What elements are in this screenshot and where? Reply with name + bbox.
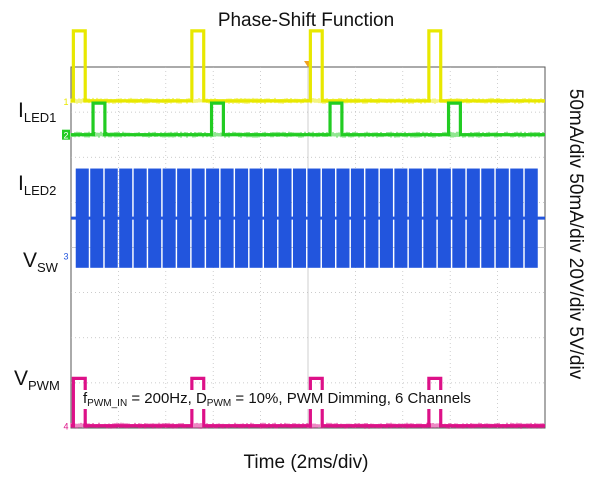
switching-burst — [119, 168, 133, 268]
switching-burst — [452, 168, 466, 268]
series-label-vsw: VSW — [23, 249, 58, 275]
marker-box — [62, 95, 70, 106]
channel-marker-3: 3 — [62, 250, 70, 261]
switching-burst — [379, 168, 393, 268]
switching-burst — [104, 168, 118, 268]
test-conditions-annotation: fPWM_IN = 200Hz, DPWM = 10%, PWM Dimming… — [81, 390, 473, 409]
series-label-iled1: ILED1 — [18, 99, 57, 125]
switching-burst — [437, 168, 451, 268]
switching-burst — [220, 168, 234, 268]
marker-text: 3 — [63, 251, 68, 261]
switching-burst — [481, 168, 495, 268]
marker-box — [62, 420, 70, 431]
marker-box — [62, 129, 70, 140]
switching-burst — [466, 168, 480, 268]
switching-burst — [292, 168, 307, 268]
marker-text: 1 — [63, 97, 68, 107]
switching-burst — [423, 168, 437, 268]
channel-marker-1: 1 — [62, 95, 70, 107]
switching-burst — [249, 168, 263, 268]
trace-noise — [70, 97, 544, 104]
series-led2 — [70, 101, 545, 138]
switching-burst — [191, 168, 205, 268]
switching-burst — [75, 168, 89, 268]
series-label-vpwm: VPWM — [14, 367, 60, 393]
switching-burst — [524, 168, 538, 268]
switching-burst — [365, 168, 379, 268]
switching-burst — [162, 168, 176, 268]
x-axis-label: Time (2ms/div) — [243, 452, 369, 473]
marker-box — [62, 250, 70, 261]
switching-burst — [408, 168, 422, 268]
switching-burst — [235, 168, 249, 268]
marker-text: 4 — [63, 422, 68, 432]
switching-burst — [264, 168, 278, 268]
switching-burst — [350, 168, 364, 268]
switching-burst — [495, 168, 509, 268]
switching-burst — [148, 168, 162, 268]
series-led1 — [70, 29, 545, 104]
switching-burst — [133, 168, 147, 268]
switching-burst — [336, 168, 350, 268]
switching-burst — [90, 168, 104, 268]
chart-title: Phase-Shift Function — [217, 10, 395, 31]
switching-burst — [206, 168, 220, 268]
switching-burst — [177, 168, 191, 268]
switching-burst — [394, 168, 408, 268]
switching-burst — [510, 168, 524, 268]
channel-marker-4: 4 — [62, 420, 70, 432]
vertical-scale-label: 50mA/div 50mA/div 20V/div 5V/div — [565, 88, 586, 380]
series-sw — [71, 168, 545, 268]
trace-noise — [70, 131, 544, 138]
series-pwm — [70, 376, 545, 429]
channel-markers: 1 2 3 4 — [62, 95, 70, 432]
switching-burst — [307, 168, 321, 268]
marker-text: 2 — [63, 131, 68, 141]
scope-traces — [70, 29, 545, 429]
switching-burst — [278, 168, 292, 268]
channel-marker-2: 2 — [62, 129, 70, 141]
series-label-iled2: ILED2 — [18, 172, 57, 198]
switching-burst — [321, 168, 335, 268]
trace-noise — [70, 422, 544, 429]
